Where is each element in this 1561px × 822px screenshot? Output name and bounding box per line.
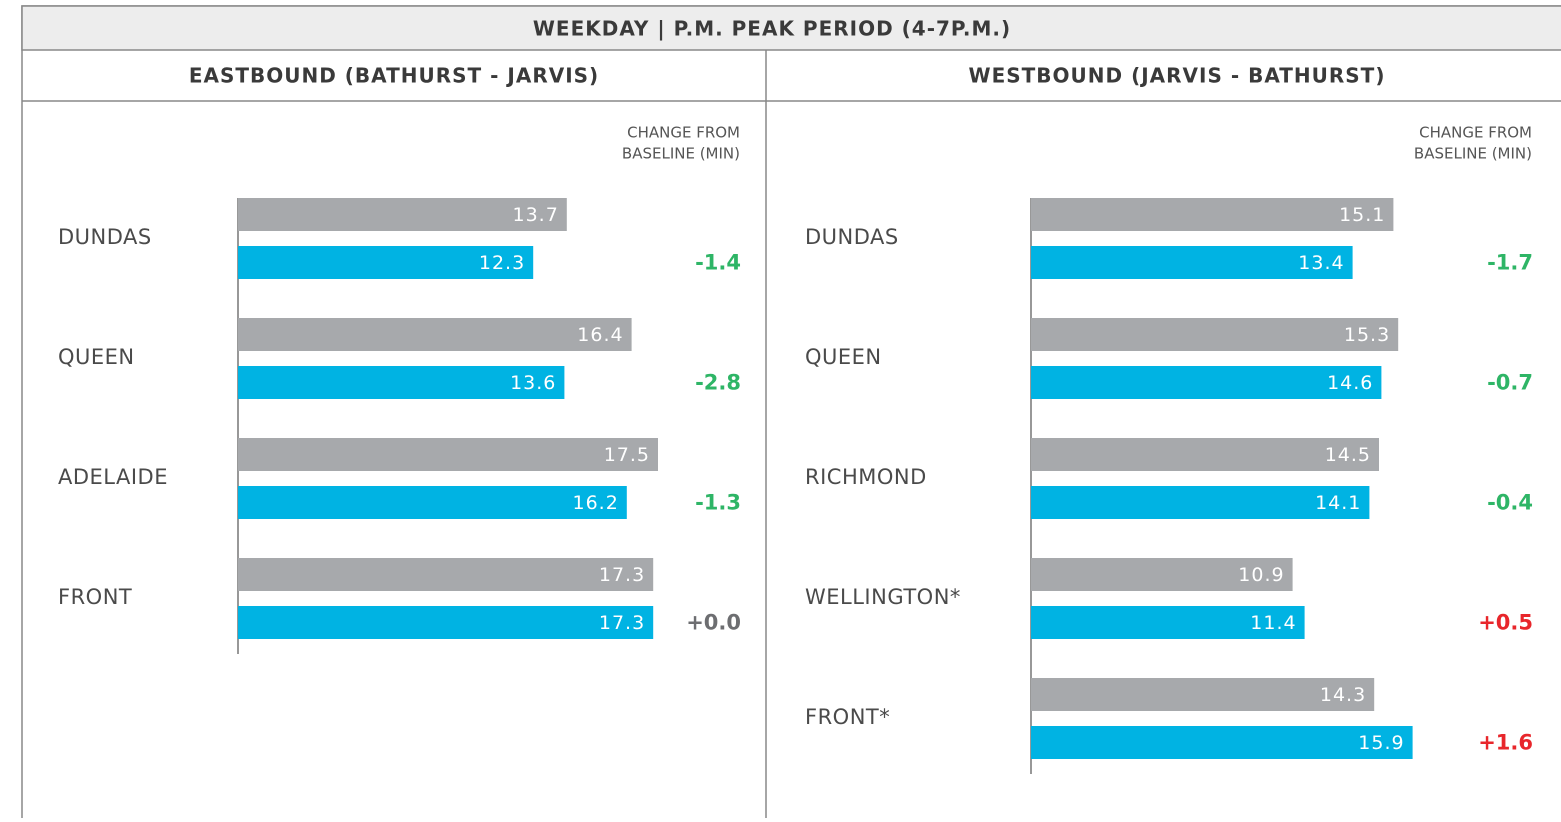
category-label: FRONT* — [805, 705, 890, 729]
panel-title: EASTBOUND (BATHURST - JARVIS) — [189, 64, 599, 88]
change-header: CHANGE FROM — [627, 124, 740, 142]
bar — [1031, 726, 1413, 759]
category-label: ADELAIDE — [58, 465, 168, 489]
change-label: -1.3 — [695, 491, 741, 515]
bar — [1031, 198, 1394, 231]
change-header: BASELINE (MIN) — [622, 145, 740, 163]
bar-value-label: 15.3 — [1344, 324, 1390, 346]
bar-value-label: 14.3 — [1320, 684, 1366, 706]
change-header: CHANGE FROM — [1419, 124, 1532, 142]
category-label: WELLINGTON* — [805, 585, 961, 609]
bar — [1031, 678, 1375, 711]
bar — [238, 486, 627, 519]
change-label: -0.4 — [1487, 491, 1533, 515]
bar-value-label: 13.4 — [1298, 252, 1344, 274]
bar-value-label: 13.7 — [512, 204, 558, 226]
category-label: RICHMOND — [805, 465, 927, 489]
bar — [238, 558, 654, 591]
header-band — [21, 5, 1561, 51]
bar — [238, 606, 654, 639]
bar — [1031, 246, 1353, 279]
bar-value-label: 17.3 — [599, 564, 645, 586]
bar — [238, 366, 565, 399]
panel-title: WESTBOUND (JARVIS - BATHURST) — [969, 64, 1386, 88]
bar-value-label: 11.4 — [1250, 612, 1296, 634]
bar-value-label: 15.9 — [1358, 732, 1404, 754]
bar — [1031, 366, 1382, 399]
category-label: QUEEN — [805, 345, 882, 369]
bar — [238, 318, 632, 351]
bar-value-label: 14.1 — [1315, 492, 1361, 514]
change-label: +1.6 — [1478, 731, 1533, 755]
category-label: FRONT — [58, 585, 132, 609]
change-label: +0.0 — [686, 611, 741, 635]
bar — [1031, 438, 1379, 471]
bar-value-label: 12.3 — [479, 252, 525, 274]
change-label: -1.4 — [695, 251, 741, 275]
bar — [1031, 486, 1370, 519]
bar-value-label: 16.4 — [577, 324, 623, 346]
bar — [1031, 606, 1305, 639]
change-label: +0.5 — [1478, 611, 1533, 635]
category-label: DUNDAS — [58, 225, 152, 249]
category-label: DUNDAS — [805, 225, 899, 249]
bar — [1031, 558, 1293, 591]
bar — [238, 438, 658, 471]
category-label: QUEEN — [58, 345, 135, 369]
bar-value-label: 17.3 — [599, 612, 645, 634]
change-label: -1.7 — [1487, 251, 1533, 275]
bar-value-label: 14.5 — [1325, 444, 1371, 466]
bar — [238, 246, 534, 279]
bar-value-label: 13.6 — [510, 372, 556, 394]
bar — [238, 198, 567, 231]
bar-value-label: 15.1 — [1339, 204, 1385, 226]
bar-value-label: 16.2 — [572, 492, 618, 514]
bar-value-label: 14.6 — [1327, 372, 1373, 394]
page-title: WEEKDAY | P.M. PEAK PERIOD (4-7P.M.) — [533, 17, 1011, 41]
bar-value-label: 10.9 — [1238, 564, 1284, 586]
bar-value-label: 17.5 — [604, 444, 650, 466]
bar — [1031, 318, 1399, 351]
change-header: BASELINE (MIN) — [1414, 145, 1532, 163]
change-label: -0.7 — [1487, 371, 1533, 395]
change-label: -2.8 — [695, 371, 741, 395]
